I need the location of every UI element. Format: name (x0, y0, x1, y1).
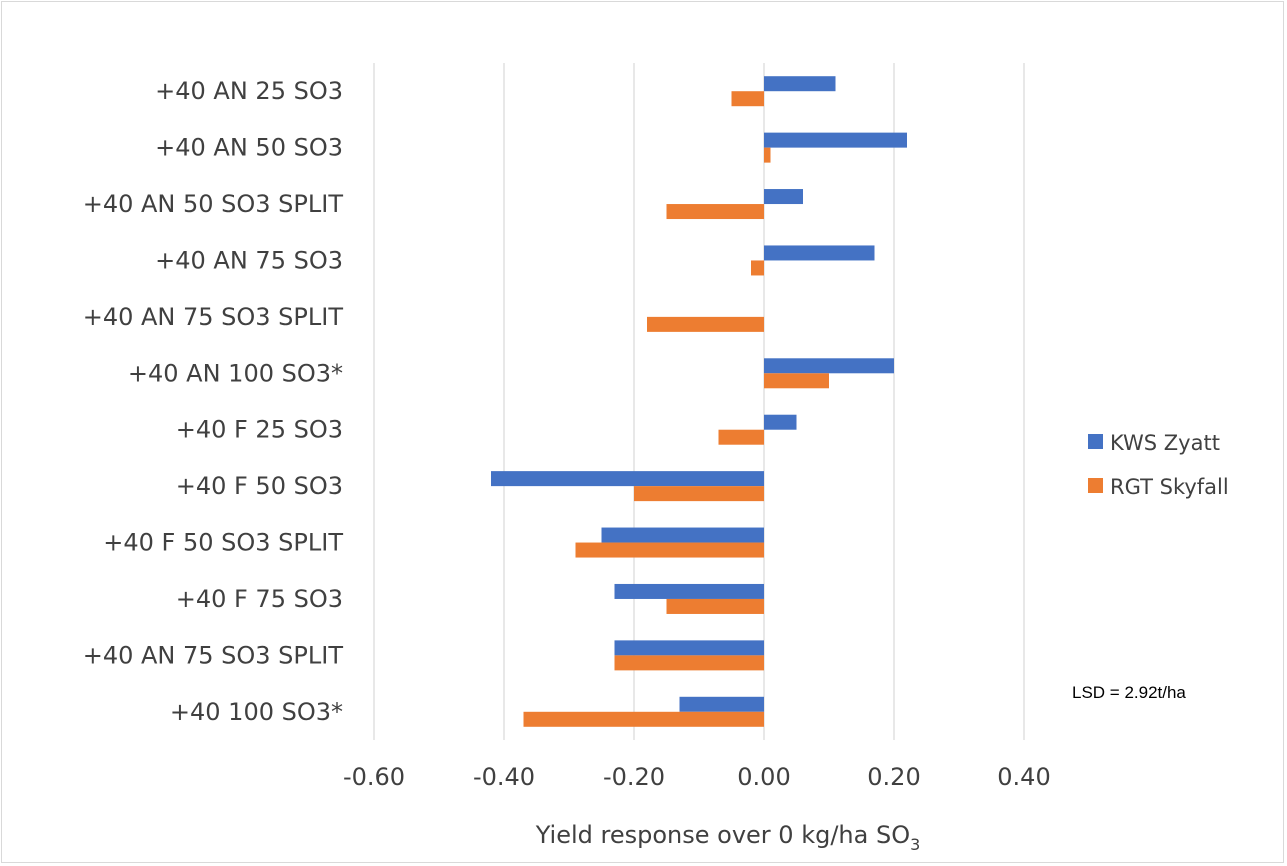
bar-rgt-skyfall (614, 655, 764, 671)
x-tick-labels: -0.60 -0.40 -0.20 0.00 0.20 0.40 (343, 763, 1051, 791)
bar-kws-zyatt (614, 640, 764, 656)
bar-kws-zyatt (679, 696, 764, 712)
x-axis-title-subscript: 3 (910, 835, 920, 854)
x-tick-label: 0.20 (867, 763, 920, 791)
bar-kws-zyatt (491, 471, 764, 487)
bar-rgt-skyfall (575, 542, 764, 558)
bar-rgt-skyfall (764, 373, 829, 389)
bar-rgt-skyfall (764, 147, 771, 163)
category-labels: +40 AN 25 SO3 +40 AN 50 SO3 +40 AN 50 SO3 … (83, 77, 344, 726)
bar-kws-zyatt (764, 245, 875, 261)
legend-swatch (1088, 478, 1103, 493)
x-tick-label: -0.60 (343, 763, 405, 791)
legend-label: RGT Skyfall (1110, 475, 1229, 499)
x-axis-title-main: Yield response over 0 kg/ha SO (535, 821, 910, 849)
legend-swatch (1088, 434, 1103, 449)
x-tick-label: 0.00 (737, 763, 790, 791)
bar-rgt-skyfall (647, 316, 764, 332)
legend-label: KWS Zyatt (1110, 431, 1220, 455)
bar-kws-zyatt (764, 76, 836, 92)
bar-rgt-skyfall (751, 260, 764, 276)
category-label: +40 F 75 SO3 (176, 585, 343, 613)
bar-rgt-skyfall (731, 91, 764, 107)
category-label: +40 100 SO3* (170, 698, 343, 726)
category-label: +40 AN 75 SO3 (155, 246, 343, 274)
bar-rgt-skyfall (634, 486, 764, 502)
bar-rgt-skyfall (666, 204, 764, 220)
category-label: +40 AN 50 SO3 (155, 134, 343, 162)
category-label: +40 AN 100 SO3* (128, 359, 343, 387)
bar-kws-zyatt (764, 132, 907, 148)
x-tick-label: 0.40 (997, 763, 1050, 791)
legend: KWS Zyatt RGT Skyfall (1088, 431, 1229, 499)
bar-kws-zyatt (764, 189, 803, 205)
category-label: +40 F 50 SO3 (176, 472, 343, 500)
category-label: +40 AN 50 SO3 SPLIT (83, 190, 344, 218)
category-label: +40 AN 25 SO3 (155, 77, 343, 105)
category-label: +40 F 50 SO3 SPLIT (103, 529, 343, 557)
x-axis-title: Yield response over 0 kg/ha SO3 (535, 821, 921, 854)
bar-kws-zyatt (764, 358, 894, 374)
bar-kws-zyatt (764, 414, 797, 430)
x-tick-label: -0.40 (473, 763, 535, 791)
gridlines (373, 63, 1025, 740)
x-tick-label: -0.20 (603, 763, 665, 791)
category-label: +40 F 25 SO3 (176, 416, 343, 444)
lsd-annotation: LSD = 2.92t/ha (1072, 683, 1186, 702)
bar-rgt-skyfall (523, 711, 764, 727)
category-label: +40 AN 75 SO3 SPLIT (83, 641, 344, 669)
bar-rgt-skyfall (666, 598, 764, 614)
bar-kws-zyatt (601, 527, 764, 543)
category-label: +40 AN 75 SO3 SPLIT (83, 303, 344, 331)
bar-kws-zyatt (614, 583, 764, 599)
bars (491, 76, 907, 727)
bar-rgt-skyfall (718, 429, 764, 445)
